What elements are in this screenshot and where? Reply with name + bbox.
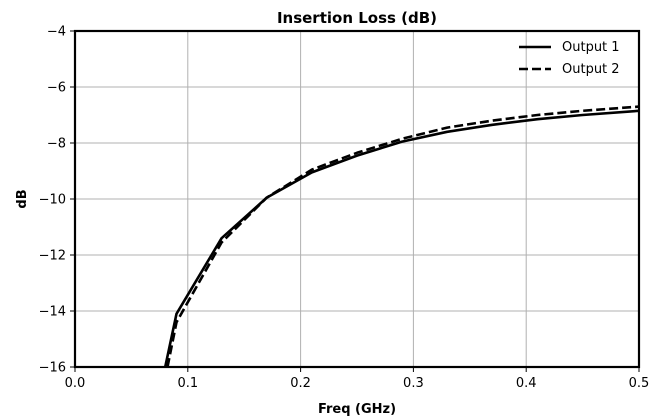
y-tick-label: −14	[39, 305, 66, 320]
y-tick-label: −10	[39, 193, 66, 208]
y-tick-label: −4	[47, 25, 66, 40]
legend-label-1: Output 1	[562, 40, 620, 55]
ticks: 0.0 0.1 0.2 0.3 0.4 0.5 −16 −14 −12 −10 −8 −6 −4	[39, 25, 650, 392]
y-tick-label: −8	[47, 137, 66, 152]
legend-label-2: Output 2	[562, 62, 620, 77]
y-tick-label: −16	[39, 361, 66, 376]
y-tick-label: −12	[39, 249, 66, 264]
series-line-2	[166, 105, 639, 367]
y-tick-label: −6	[47, 81, 66, 96]
x-axis-title: Freq (GHz)	[318, 402, 396, 417]
x-tick-label: 0.1	[177, 376, 198, 391]
grid	[74, 30, 640, 368]
x-tick-label: 0.2	[290, 376, 311, 391]
chart-title: Insertion Loss (dB)	[277, 9, 437, 27]
x-tick-label: 0.3	[403, 376, 424, 391]
series-layer	[163, 105, 639, 367]
y-axis-title: dB	[15, 189, 30, 208]
legend: Output 1 Output 2	[519, 40, 620, 77]
x-tick-label: 0.5	[629, 376, 650, 391]
x-tick-label: 0.4	[516, 376, 537, 391]
x-tick-label: 0.0	[65, 376, 86, 391]
series-line-1	[163, 109, 639, 367]
